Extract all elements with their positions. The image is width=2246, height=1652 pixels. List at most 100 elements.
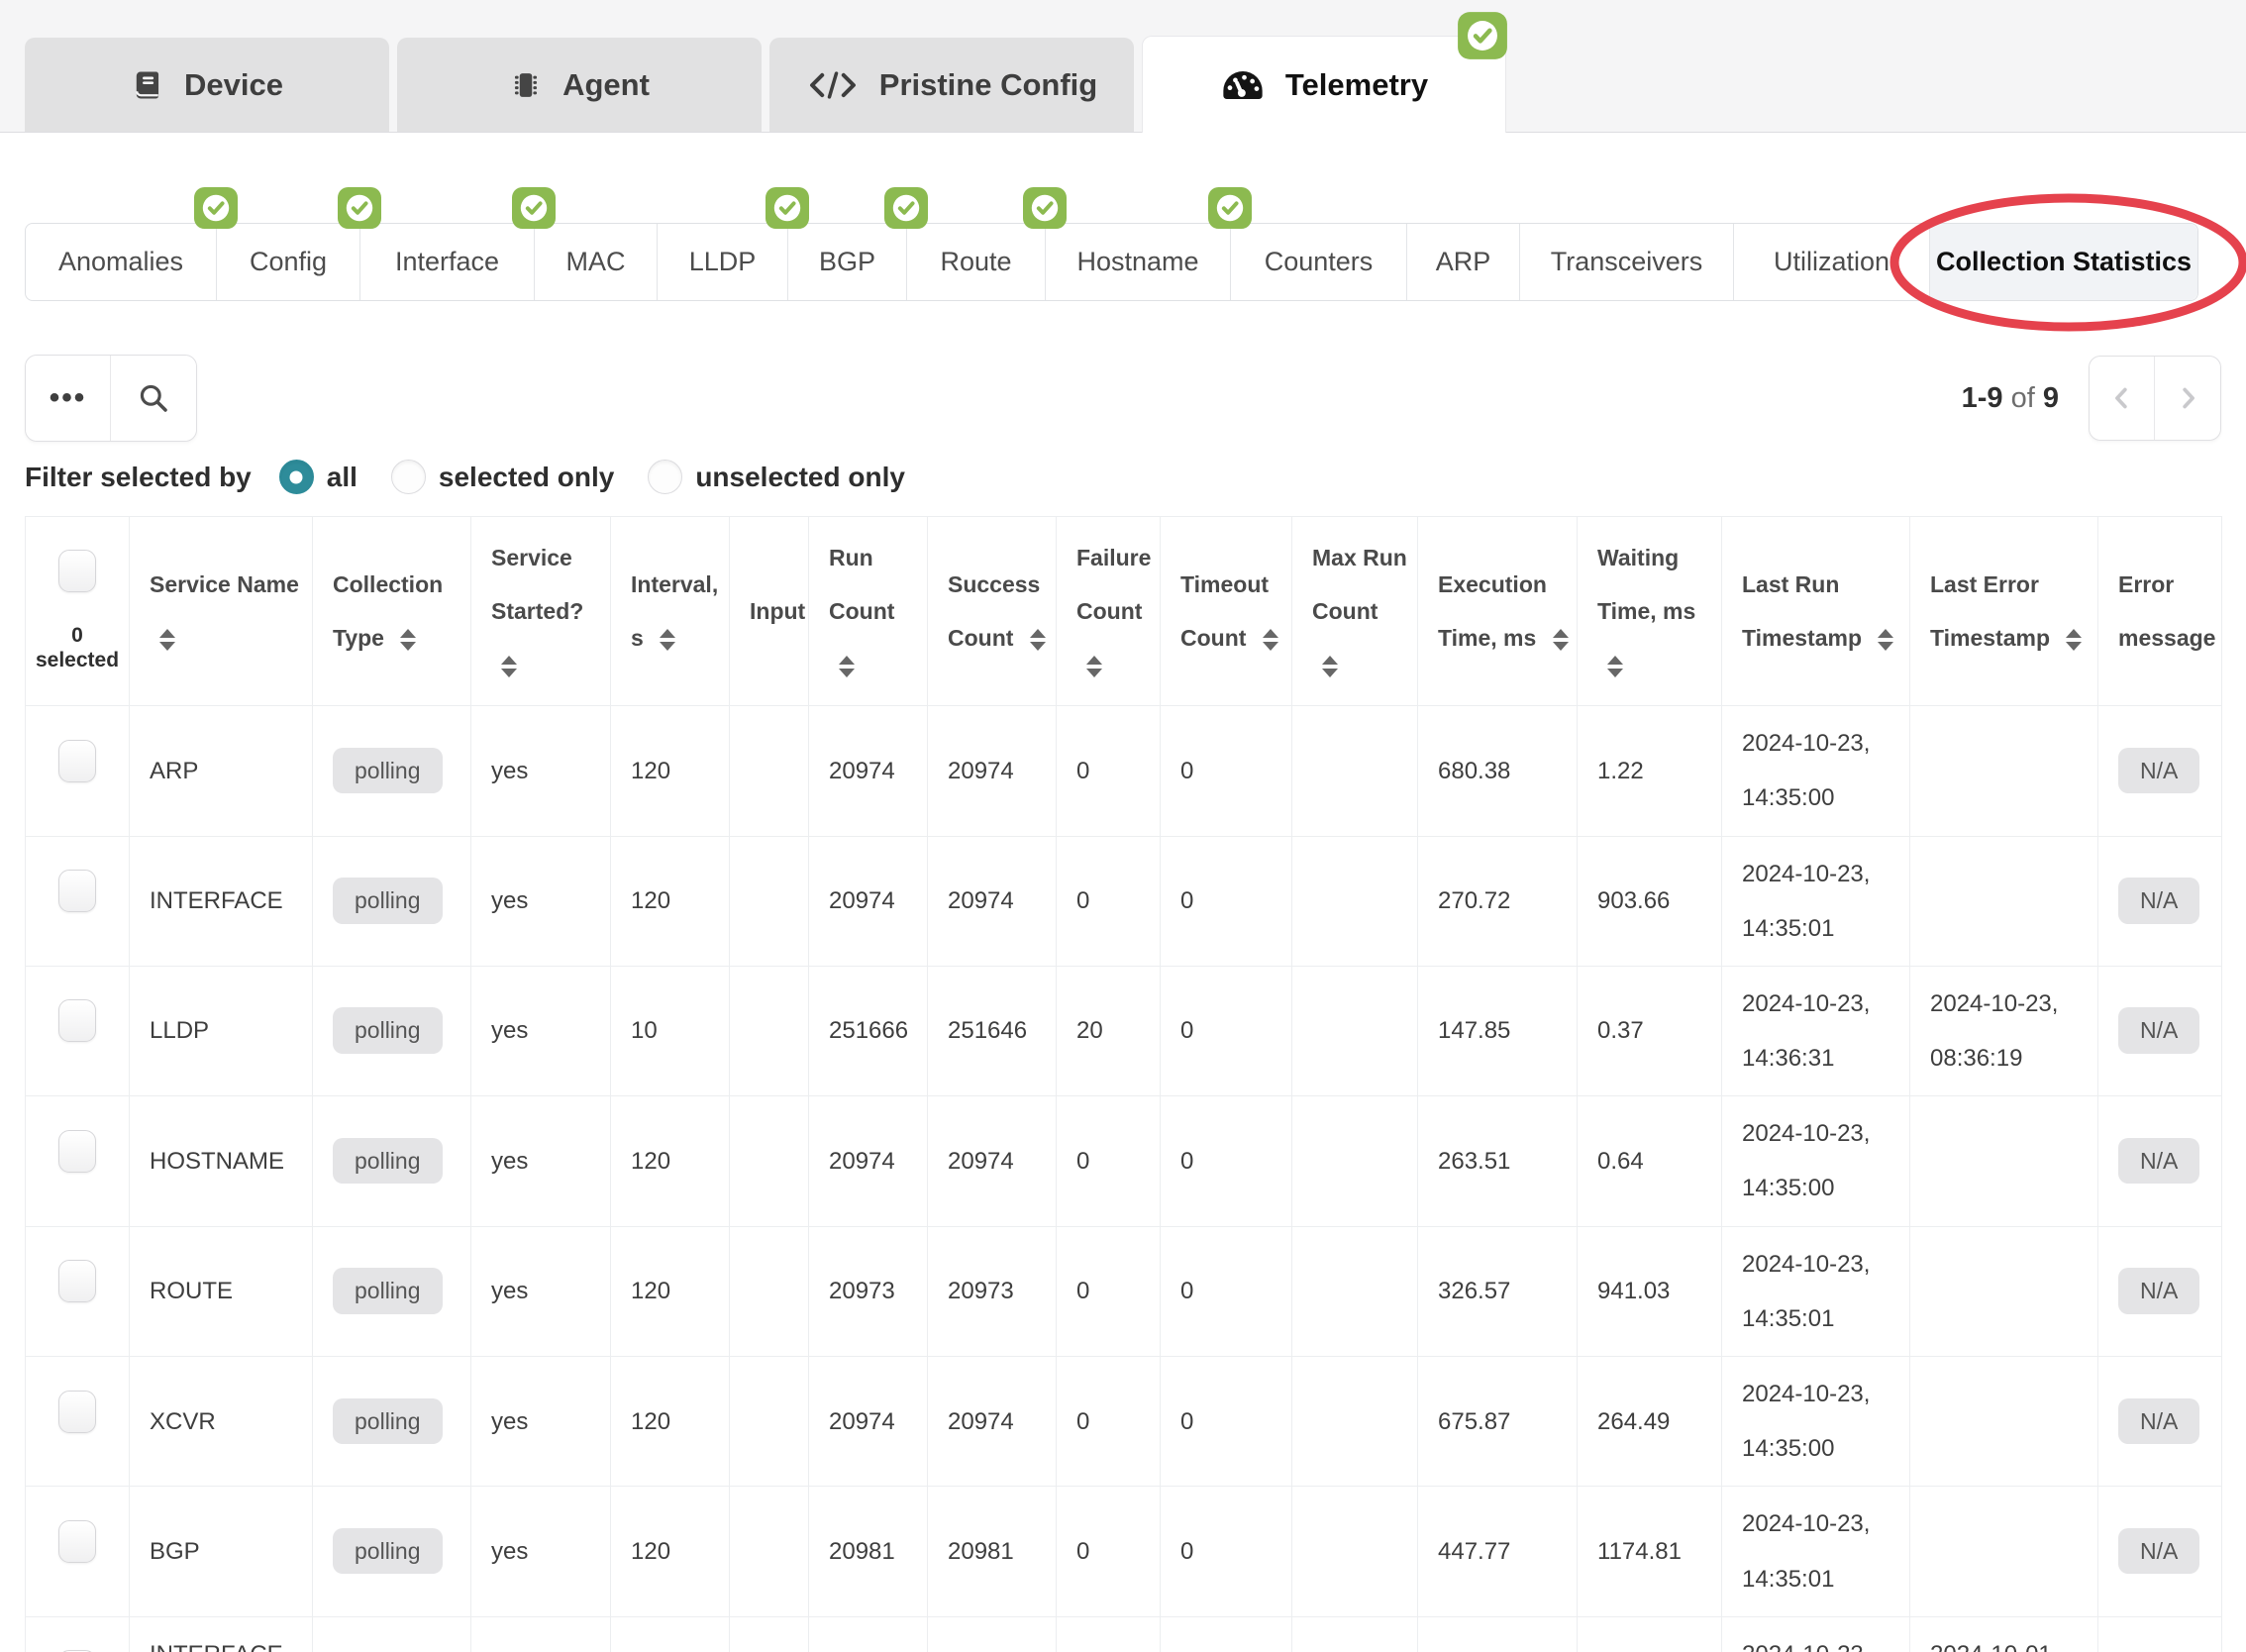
cell-run-count: 20973 <box>808 1225 928 1358</box>
col-success-count[interactable]: Success Count <box>927 515 1057 707</box>
subtab-utilization[interactable]: Utilization <box>1734 224 1930 300</box>
cell-max-run-count <box>1291 835 1418 967</box>
subtab-interface[interactable]: Interface <box>360 186 556 300</box>
cell-collection-type: polling <box>312 965 471 1097</box>
col-run-count[interactable]: Run Count <box>808 515 928 707</box>
tab-agent[interactable]: Agent <box>397 38 762 132</box>
check-badge-icon <box>882 186 930 230</box>
cell-error-message: N/A <box>2097 1486 2222 1617</box>
sort-icon[interactable] <box>1607 656 1623 678</box>
cell-timeout-count: 0 <box>1160 1615 1292 1652</box>
sort-icon[interactable] <box>501 656 517 678</box>
radio-selected-only[interactable] <box>390 460 426 494</box>
radio-unselected-only[interactable] <box>648 460 683 494</box>
subtab-arp[interactable]: ARP <box>1407 224 1520 300</box>
sort-icon[interactable] <box>1878 628 1894 651</box>
search-button[interactable] <box>111 356 196 441</box>
sort-icon[interactable] <box>660 628 676 651</box>
cell-service-started: yes <box>470 705 611 837</box>
sort-icon[interactable] <box>400 628 417 651</box>
error-message-badge: N/A <box>2118 747 2200 794</box>
cell-last-error-timestamp: 2024-10-01, 12:31:25 <box>1909 1615 2098 1652</box>
cell-select <box>25 705 130 837</box>
col-collection-type[interactable]: Collection Type <box>312 515 471 707</box>
sort-icon[interactable] <box>1322 656 1338 678</box>
col-last-run-timestamp[interactable]: Last Run Timestamp <box>1721 515 1910 707</box>
cell-failure-count: 0 <box>1056 1095 1161 1227</box>
subtab-route[interactable]: Route <box>907 186 1067 300</box>
tab-telemetry[interactable]: Telemetry <box>1142 12 1507 133</box>
col-execution-time[interactable]: Execution Time, ms <box>1417 515 1578 707</box>
tab-pristine-config[interactable]: Pristine Config <box>769 38 1134 132</box>
row-checkbox[interactable] <box>58 1390 96 1433</box>
book-icon <box>131 67 164 103</box>
next-page-button[interactable] <box>2155 357 2220 440</box>
subtab-lldp[interactable]: LLDP <box>658 186 809 300</box>
table-actions-group: ••• <box>25 355 197 442</box>
cell-input <box>729 1095 809 1227</box>
subtab-counters[interactable]: Counters <box>1231 224 1407 300</box>
collection-type-badge: polling <box>333 1268 443 1314</box>
subtab-config[interactable]: Config <box>217 186 381 300</box>
subtab-bgp[interactable]: BGP <box>788 186 928 300</box>
row-checkbox[interactable] <box>58 1260 96 1303</box>
row-checkbox[interactable] <box>58 1129 96 1173</box>
cell-execution-time: 147.85 <box>1417 965 1578 1097</box>
sort-icon[interactable] <box>1086 656 1102 678</box>
select-all-checkbox[interactable] <box>58 549 96 592</box>
row-checkbox[interactable] <box>58 999 96 1043</box>
subtab-collection-statistics[interactable]: Collection Statistics <box>1930 224 2197 300</box>
subtab-transceivers[interactable]: Transceivers <box>1520 224 1734 300</box>
cell-max-run-count <box>1291 1615 1418 1652</box>
sort-icon[interactable] <box>1552 628 1569 651</box>
radio-all[interactable] <box>278 460 314 494</box>
column-label: Execution Time, ms <box>1438 571 1547 652</box>
cell-run-count: 20974 <box>808 1095 928 1227</box>
tab-device[interactable]: Device <box>25 38 389 132</box>
cell-service-started: yes <box>470 1486 611 1617</box>
sort-icon[interactable] <box>159 628 175 651</box>
col-waiting-time[interactable]: Waiting Time, ms <box>1577 515 1722 707</box>
table-row: BGP polling yes 120 20981 20981 0 0 447.77 1174.8… <box>25 1486 2222 1617</box>
cell-max-run-count <box>1291 1095 1418 1227</box>
cell-timeout-count: 0 <box>1160 965 1292 1097</box>
cell-select <box>25 1225 130 1358</box>
col-timeout-count[interactable]: Timeout Count <box>1160 515 1292 707</box>
col-interval[interactable]: Interval, s <box>610 515 730 707</box>
subtab-mac[interactable]: MAC <box>535 224 658 300</box>
col-max-run-count[interactable]: Max Run Count <box>1291 515 1418 707</box>
cell-collection-type: polling <box>312 1225 471 1358</box>
filter-option-all: all <box>278 460 357 494</box>
subtab-hostname[interactable]: Hostname <box>1046 186 1252 300</box>
collection-type-badge: polling <box>333 1397 443 1445</box>
row-checkbox[interactable] <box>58 870 96 913</box>
sort-icon[interactable] <box>1029 628 1046 651</box>
sort-icon[interactable] <box>1262 628 1278 651</box>
subtab-anomalies[interactable]: Anomalies <box>26 186 238 300</box>
prev-page-button[interactable] <box>2090 357 2155 440</box>
col-last-error-timestamp[interactable]: Last Error Timestamp <box>1909 515 2098 707</box>
col-failure-count[interactable]: Failure Count <box>1056 515 1161 707</box>
cell-select <box>25 1356 130 1488</box>
pagination-of: of <box>2010 381 2035 414</box>
row-checkbox[interactable] <box>58 1519 96 1563</box>
cell-interval: 120 <box>610 1225 730 1358</box>
sort-icon[interactable] <box>2066 628 2083 651</box>
sort-icon[interactable] <box>839 656 855 678</box>
check-badge-icon <box>764 186 811 230</box>
filter-option-selected-only: selected only <box>390 460 615 494</box>
row-checkbox[interactable] <box>58 739 96 782</box>
cell-service-started: yes <box>470 1095 611 1227</box>
cell-select <box>25 965 130 1097</box>
col-service-name[interactable]: Service Name <box>129 515 313 707</box>
more-actions-button[interactable]: ••• <box>26 356 111 441</box>
collection-type-badge: polling <box>333 1527 443 1575</box>
cell-last-run-timestamp: 2024-10-23, 14:36:13 <box>1721 1615 1910 1652</box>
radio-label: selected only <box>438 461 615 492</box>
cell-success-count: 20973 <box>927 1225 1057 1358</box>
cell-timeout-count: 0 <box>1160 1225 1292 1358</box>
cell-last-run-timestamp: 2024-10-23, 14:35:00 <box>1721 1356 1910 1488</box>
col-service-started[interactable]: Service Started? <box>470 515 611 707</box>
code-icon <box>806 68 860 102</box>
error-message-badge: N/A <box>2118 878 2200 924</box>
